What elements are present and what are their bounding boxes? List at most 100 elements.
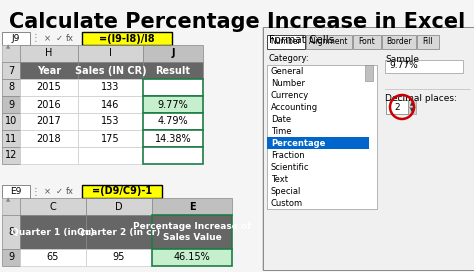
Bar bbox=[143, 79, 203, 96]
Bar bbox=[267, 35, 305, 49]
Text: 8: 8 bbox=[8, 82, 14, 92]
Text: Year: Year bbox=[37, 66, 61, 76]
Bar bbox=[408, 100, 416, 107]
Bar bbox=[2, 32, 30, 45]
Bar bbox=[152, 215, 232, 249]
Text: 11: 11 bbox=[5, 134, 17, 144]
Text: ⋮: ⋮ bbox=[31, 187, 41, 196]
Bar bbox=[78, 62, 143, 79]
Text: 9.77%: 9.77% bbox=[158, 100, 188, 110]
Text: 95: 95 bbox=[113, 252, 125, 262]
Text: ✓: ✓ bbox=[55, 34, 63, 43]
Bar bbox=[78, 147, 143, 164]
Text: ▼: ▼ bbox=[410, 108, 414, 113]
Text: Sample: Sample bbox=[385, 55, 419, 64]
Text: Text: Text bbox=[271, 175, 288, 184]
Text: Fill: Fill bbox=[423, 38, 433, 47]
Bar bbox=[86, 249, 152, 266]
Text: ×: × bbox=[44, 34, 51, 43]
Text: ×: × bbox=[44, 187, 51, 196]
Bar bbox=[78, 79, 143, 96]
Text: Sales (IN CR): Sales (IN CR) bbox=[75, 66, 146, 76]
Text: 146: 146 bbox=[101, 100, 120, 110]
Text: C: C bbox=[50, 202, 56, 212]
Bar bbox=[78, 45, 143, 62]
Text: 2: 2 bbox=[394, 103, 400, 112]
Text: J9: J9 bbox=[12, 34, 20, 43]
Bar bbox=[365, 65, 373, 81]
Text: 7: 7 bbox=[8, 66, 14, 76]
Text: ▲: ▲ bbox=[6, 44, 10, 49]
Text: Number: Number bbox=[271, 38, 301, 47]
Text: Category:: Category: bbox=[269, 54, 310, 63]
Text: ▲: ▲ bbox=[410, 101, 414, 106]
Bar bbox=[20, 147, 78, 164]
Text: 10: 10 bbox=[5, 116, 17, 126]
Text: 9.77%: 9.77% bbox=[389, 61, 418, 70]
Bar bbox=[20, 249, 86, 266]
Text: Percentage: Percentage bbox=[271, 138, 325, 147]
Text: Date: Date bbox=[271, 115, 291, 123]
Text: Time: Time bbox=[271, 126, 292, 135]
Text: ⋮: ⋮ bbox=[31, 33, 41, 44]
Bar bbox=[78, 113, 143, 130]
Text: J: J bbox=[171, 48, 175, 58]
Bar bbox=[152, 198, 232, 215]
Bar bbox=[382, 35, 416, 49]
Bar bbox=[306, 35, 352, 49]
Text: Alignment: Alignment bbox=[309, 38, 349, 47]
Bar bbox=[267, 65, 377, 209]
Bar bbox=[2, 198, 20, 215]
Text: 4.79%: 4.79% bbox=[158, 116, 188, 126]
Text: E9: E9 bbox=[10, 187, 22, 196]
Text: General: General bbox=[271, 66, 304, 76]
Text: Special: Special bbox=[271, 187, 301, 196]
Text: 8: 8 bbox=[8, 227, 14, 237]
Text: Calculate Percentage Increase in Excel: Calculate Percentage Increase in Excel bbox=[9, 12, 465, 32]
Bar bbox=[417, 35, 439, 49]
Bar bbox=[143, 62, 203, 79]
Bar bbox=[78, 96, 143, 113]
Bar bbox=[20, 45, 78, 62]
Text: Font: Font bbox=[359, 38, 375, 47]
Bar bbox=[82, 32, 172, 45]
Text: 9: 9 bbox=[8, 100, 14, 110]
Bar bbox=[20, 130, 78, 147]
Text: Quarter 2 (in cr): Quarter 2 (in cr) bbox=[77, 227, 161, 236]
Bar bbox=[143, 130, 203, 147]
Bar bbox=[143, 96, 203, 113]
Text: D: D bbox=[115, 202, 123, 212]
Bar bbox=[20, 198, 86, 215]
Bar bbox=[2, 45, 20, 62]
Bar bbox=[2, 96, 20, 113]
Bar bbox=[267, 137, 369, 149]
Text: Format Cells: Format Cells bbox=[269, 35, 334, 45]
Text: Number: Number bbox=[271, 79, 305, 88]
Text: E: E bbox=[189, 202, 195, 212]
Bar bbox=[82, 185, 162, 198]
Text: 2018: 2018 bbox=[36, 134, 61, 144]
Bar bbox=[152, 249, 232, 266]
Bar bbox=[20, 215, 86, 249]
Text: 2017: 2017 bbox=[36, 116, 61, 126]
Bar bbox=[20, 96, 78, 113]
Text: Decimal places:: Decimal places: bbox=[385, 94, 457, 103]
Text: Scientific: Scientific bbox=[271, 162, 310, 172]
Text: 9: 9 bbox=[8, 252, 14, 262]
Bar bbox=[20, 79, 78, 96]
Text: =(D9/C9)-1: =(D9/C9)-1 bbox=[92, 187, 152, 196]
Bar bbox=[143, 147, 203, 164]
Bar bbox=[2, 249, 20, 266]
Text: 153: 153 bbox=[101, 116, 120, 126]
Bar bbox=[386, 100, 408, 114]
Bar bbox=[2, 130, 20, 147]
Text: 2015: 2015 bbox=[36, 82, 61, 92]
Text: Percentage Increase of
Sales Value: Percentage Increase of Sales Value bbox=[133, 222, 251, 242]
Bar bbox=[143, 45, 203, 62]
Text: Result: Result bbox=[155, 66, 191, 76]
Text: Custom: Custom bbox=[271, 199, 303, 208]
Bar bbox=[2, 113, 20, 130]
Text: Quarter 1 (in cr): Quarter 1 (in cr) bbox=[11, 227, 95, 236]
Bar bbox=[143, 113, 203, 130]
Bar bbox=[2, 79, 20, 96]
